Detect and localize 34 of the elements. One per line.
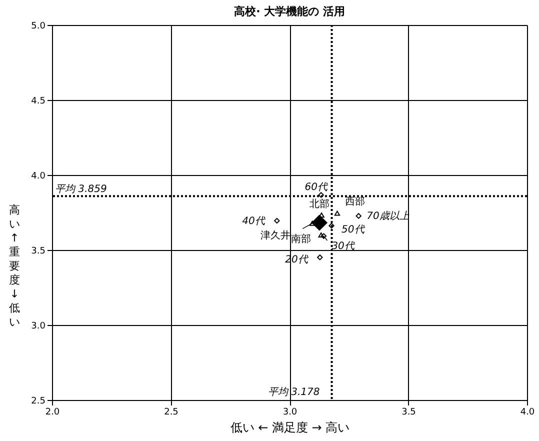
point bbox=[318, 192, 324, 198]
point bbox=[274, 218, 280, 224]
ref-line-label: 平均 3.178 bbox=[268, 386, 320, 398]
x-axis-title: 低い ← 満足度 → 高い bbox=[230, 420, 350, 434]
x-tick-label: 2.5 bbox=[164, 408, 178, 418]
annotation: 北部 bbox=[310, 198, 330, 210]
point bbox=[328, 222, 334, 229]
annotation: 30代 bbox=[332, 241, 356, 252]
x-tick-label: 2.0 bbox=[45, 408, 60, 418]
y-tick-label: 4.0 bbox=[31, 172, 46, 182]
x-tick-label: 3.5 bbox=[402, 408, 416, 418]
chart-title: 高校· 大学機能の 活用 bbox=[234, 5, 345, 18]
y-tick-label: 5.0 bbox=[31, 22, 46, 32]
y-tick-label: 3.0 bbox=[31, 322, 46, 332]
annotation: 60代 bbox=[304, 182, 328, 193]
y-tick-label: 4.5 bbox=[31, 96, 46, 106]
annotation: 50代 bbox=[342, 224, 366, 236]
point bbox=[311, 214, 328, 231]
annotation: 西部 bbox=[345, 195, 366, 208]
point bbox=[317, 254, 323, 260]
y-tick-label: 2.5 bbox=[31, 396, 46, 406]
x-tick-label: 4.0 bbox=[520, 408, 535, 418]
point bbox=[356, 213, 362, 219]
text: 高い ↑ 重要度 ↓ 低い bbox=[9, 204, 20, 328]
annotation: 40代 bbox=[242, 216, 266, 227]
x-tick-label: 3.0 bbox=[282, 408, 298, 418]
y-tick-label: 3.5 bbox=[31, 246, 46, 256]
point bbox=[309, 220, 316, 226]
point bbox=[320, 233, 327, 239]
annotation: 南部 bbox=[291, 233, 312, 245]
point bbox=[318, 232, 324, 238]
ref-line-label: 平均 3.859 bbox=[55, 183, 107, 196]
point bbox=[334, 210, 340, 216]
annotation: 津久井 bbox=[260, 229, 290, 242]
